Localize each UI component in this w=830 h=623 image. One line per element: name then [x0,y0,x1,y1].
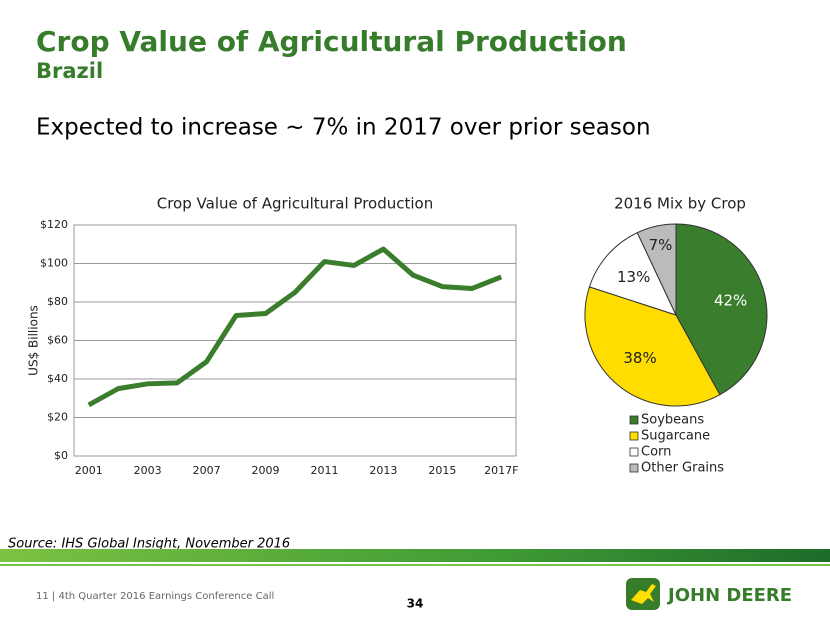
legend-label: Other Grains [641,461,724,476]
legend-label: Sugarcane [641,429,710,444]
logo-deer [631,584,656,604]
x-tick-label: 2003 [134,464,162,477]
slide-subtitle: Brazil [36,59,103,83]
slide-title: Crop Value of Agricultural Production [36,25,627,58]
y-tick-label: $60 [47,334,68,347]
chart-title: 2016 Mix by Crop [614,195,746,213]
legend-label: Corn [641,445,671,460]
line-series [87,246,503,408]
y-tick-label: $80 [47,295,68,308]
x-tick-label: 2001 [75,464,103,477]
y-tick-label: $20 [47,411,68,424]
legend-swatch [629,463,639,473]
y-axis-label: US$ Billions [27,305,41,376]
pie-slice [584,286,721,407]
y-tick-label: $100 [40,257,68,270]
pie-slice [675,223,768,396]
page-number: 34 [407,597,424,611]
x-tick-label: 2013 [369,464,397,477]
logo: JOHN DEERE [626,578,792,610]
legend-swatch [629,431,639,441]
y-tick-label: $40 [47,372,68,385]
slice-label: 13% [617,268,650,286]
x-tick-label: 2017F [484,464,518,477]
chart-title: Crop Value of Agricultural Production [157,195,434,213]
legend-swatch [629,415,639,425]
logo-text: JOHN DEERE [666,585,792,606]
x-tick-label: 2009 [252,464,280,477]
pie-slice [636,223,677,316]
legend-swatch [629,447,639,457]
slice-label: 38% [623,349,656,367]
x-tick-label: 2015 [428,464,456,477]
plot-border [73,224,517,457]
y-tick-label: $120 [40,218,68,231]
green-band [0,549,830,562]
slice-label: 42% [714,291,747,309]
headline: Expected to increase ~ 7% in 2017 over p… [36,115,651,141]
y-tick-label: $0 [54,449,68,462]
x-tick-label: 2007 [193,464,221,477]
slice-label: 7% [649,236,673,254]
footer-text: 11 | 4th Quarter 2016 Earnings Conferenc… [36,591,274,602]
legend-label: Soybeans [641,413,704,428]
green-rule [0,564,830,566]
x-tick-label: 2011 [310,464,338,477]
pie-slice [588,231,677,316]
source: Source: IHS Global Insight, November 201… [8,537,290,552]
